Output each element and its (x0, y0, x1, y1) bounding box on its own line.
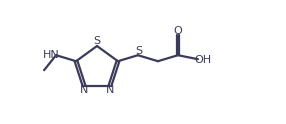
Text: N: N (106, 85, 115, 95)
Text: S: S (135, 46, 142, 56)
Text: HN: HN (43, 50, 60, 60)
Text: S: S (94, 36, 101, 46)
Text: O: O (174, 26, 182, 36)
Text: N: N (80, 85, 88, 95)
Text: OH: OH (195, 55, 212, 65)
